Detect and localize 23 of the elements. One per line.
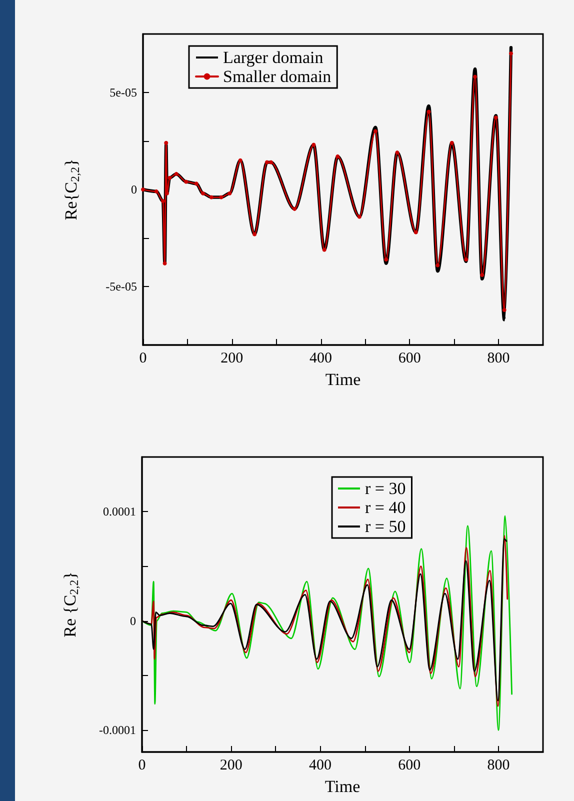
y-axis-title: Re{C2,2}: [62, 158, 82, 220]
y-tick-label: 0: [130, 614, 136, 628]
legend-label: Larger domain: [223, 48, 324, 67]
legend-label: r = 50: [365, 517, 406, 536]
x-axis-title: Time: [324, 776, 360, 796]
x-tick-label: 800: [487, 350, 510, 366]
x-tick-label: 400: [308, 758, 332, 774]
y-tick-label: -5e-05: [106, 280, 137, 294]
legend-label: r = 40: [365, 498, 406, 517]
y-tick-label: 5e-05: [110, 85, 137, 100]
y-axis-title: Re {C2,2}: [60, 572, 81, 638]
y-tick-label: 0: [131, 182, 137, 196]
x-tick-label: 600: [398, 758, 421, 774]
legend-label: Smaller domain: [223, 67, 332, 86]
y-tick-label: -0.0001: [99, 723, 136, 738]
x-tick-label: 200: [220, 758, 242, 774]
legend-label: r = 30: [365, 479, 406, 498]
x-tick-label: 800: [487, 758, 510, 774]
x-axis-title: Time: [325, 370, 361, 389]
x-tick-label: 200: [220, 350, 244, 366]
x-tick-label: 400: [310, 350, 332, 366]
y-tick-label: 0.0001: [103, 504, 136, 519]
x-tick-label: 600: [398, 350, 421, 366]
